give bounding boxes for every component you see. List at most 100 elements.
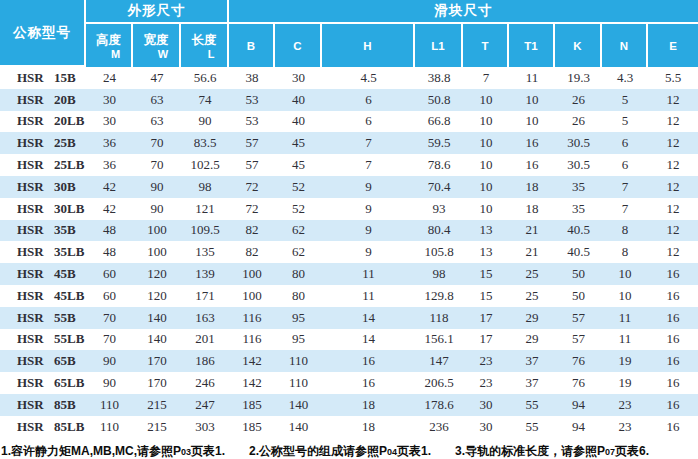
value-cell: 45: [275, 154, 322, 176]
model-cell: HSR 65B: [0, 350, 86, 372]
col-header-T1: T1: [509, 24, 555, 67]
value-cell: 140: [133, 329, 181, 351]
value-cell: 10: [463, 198, 509, 220]
value-cell: 215: [133, 394, 181, 416]
col-header-model: 公称型号: [0, 0, 86, 67]
model-cell: HSR 30LB: [0, 198, 86, 220]
value-cell: 72: [229, 176, 275, 198]
value-cell: 74: [181, 89, 229, 111]
value-cell: 25: [509, 285, 555, 307]
value-cell: 100: [133, 241, 181, 263]
model-cell: HSR 25B: [0, 132, 86, 154]
value-cell: 9: [322, 241, 415, 263]
value-cell: 48: [86, 241, 133, 263]
value-cell: 110: [275, 372, 322, 394]
value-cell: 35: [555, 176, 602, 198]
value-cell: 9: [322, 176, 415, 198]
table-row: HSR 85B 11021524718514018178.63055942316: [0, 394, 698, 416]
value-cell: 24: [86, 67, 133, 89]
table-row: HSR 30LB 42901217252993101835712: [0, 198, 698, 220]
value-cell: 170: [133, 350, 181, 372]
value-cell: 50.8: [415, 89, 463, 111]
col-header-length-l: 长度 L: [181, 24, 229, 67]
footnote-2: 2.公称型号的组成请参照P04页表1.: [249, 443, 431, 459]
value-cell: 30: [86, 111, 133, 133]
value-cell: 55: [509, 416, 555, 438]
value-cell: 57: [229, 132, 275, 154]
value-cell: 140: [275, 394, 322, 416]
value-cell: 16: [509, 132, 555, 154]
table-body: HSR 15B 244756.638304.538.871119.34.35.5…: [0, 67, 698, 438]
table-row: HSR 45B 601201391008011981525501016: [0, 263, 698, 285]
value-cell: 215: [133, 416, 181, 438]
value-cell: 140: [275, 416, 322, 438]
length-label: 长度: [181, 33, 227, 48]
value-cell: 57: [555, 329, 602, 351]
model-cell: HSR 45LB: [0, 285, 86, 307]
model-cell: HSR 85LB: [0, 416, 86, 438]
model-cell: HSR 55B: [0, 307, 86, 329]
col-header-T: T: [463, 24, 509, 67]
value-cell: 9: [322, 220, 415, 242]
table-row: HSR 55B 7014016311695141181729571116: [0, 307, 698, 329]
dimension-spec-table: 公称型号 外形尺寸 滑块尺寸 高度 M 宽度 W 长度 L B C: [0, 0, 698, 438]
value-cell: 8: [602, 241, 648, 263]
value-cell: 16: [648, 350, 698, 372]
value-cell: 29: [509, 307, 555, 329]
value-cell: 6: [602, 154, 648, 176]
value-cell: 23: [463, 350, 509, 372]
value-cell: 82: [229, 241, 275, 263]
value-cell: 170: [133, 372, 181, 394]
value-cell: 100: [229, 263, 275, 285]
value-cell: 201: [181, 329, 229, 351]
value-cell: 121: [181, 198, 229, 220]
value-cell: 16: [509, 154, 555, 176]
table-row: HSR 25LB 3670102.55745778.6101630.5612: [0, 154, 698, 176]
value-cell: 10: [509, 89, 555, 111]
table-row: HSR 20LB 3063905340666.8101026512: [0, 111, 698, 133]
value-cell: 50: [555, 285, 602, 307]
value-cell: 11: [602, 307, 648, 329]
value-cell: 98: [181, 176, 229, 198]
value-cell: 10: [602, 285, 648, 307]
value-cell: 70: [133, 154, 181, 176]
value-cell: 30: [463, 394, 509, 416]
value-cell: 63: [133, 111, 181, 133]
value-cell: 16: [648, 263, 698, 285]
value-cell: 36: [86, 132, 133, 154]
value-cell: 16: [648, 394, 698, 416]
table-row: HSR 35B 48100109.58262980.4132140.5812: [0, 220, 698, 242]
table-row: HSR 15B 244756.638304.538.871119.34.35.5: [0, 67, 698, 89]
value-cell: 98: [415, 263, 463, 285]
value-cell: 5.5: [648, 67, 698, 89]
value-cell: 76: [555, 350, 602, 372]
value-cell: 110: [86, 416, 133, 438]
value-cell: 16: [648, 285, 698, 307]
value-cell: 19: [602, 350, 648, 372]
value-cell: 10: [509, 111, 555, 133]
table-row: HSR 55LB 701402011169514156.11729571116: [0, 329, 698, 351]
value-cell: 82: [229, 220, 275, 242]
value-cell: 56.6: [181, 67, 229, 89]
value-cell: 40.5: [555, 220, 602, 242]
model-cell: HSR 20LB: [0, 111, 86, 133]
value-cell: 171: [181, 285, 229, 307]
value-cell: 206.5: [415, 372, 463, 394]
footnote-1: 1.容许静力矩MA,MB,MC,请参照P03页表1.: [1, 443, 225, 459]
model-cell: HSR 85B: [0, 394, 86, 416]
value-cell: 12: [648, 89, 698, 111]
footnote-1-text: 1.容许静力矩MA,MB,MC,请参照P: [1, 444, 181, 458]
value-cell: 16: [322, 372, 415, 394]
value-cell: 30: [86, 89, 133, 111]
value-cell: 30: [463, 416, 509, 438]
value-cell: 47: [133, 67, 181, 89]
value-cell: 70: [133, 132, 181, 154]
value-cell: 116: [229, 329, 275, 351]
value-cell: 105.8: [415, 241, 463, 263]
value-cell: 17: [463, 329, 509, 351]
value-cell: 13: [463, 241, 509, 263]
model-cell: HSR 20B: [0, 89, 86, 111]
value-cell: 80: [275, 263, 322, 285]
value-cell: 90: [181, 111, 229, 133]
value-cell: 57: [555, 307, 602, 329]
